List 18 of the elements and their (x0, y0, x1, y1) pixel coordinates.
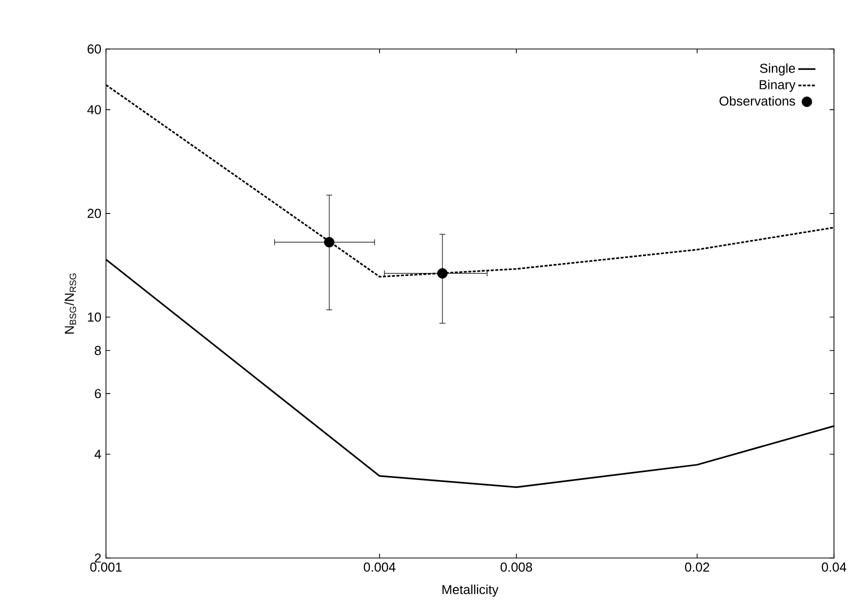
x-tick-label: 0.008 (500, 562, 532, 572)
y-tick-label: 10 (88, 312, 101, 322)
y-tick-label: 4 (94, 450, 102, 459)
x-axis-title: Metallicity (442, 584, 498, 597)
y-tick-label: 8 (94, 346, 101, 356)
x-tick-label: 0.001 (90, 562, 122, 572)
x-tick-label: 0.04 (822, 562, 846, 572)
legend-label: Observations (720, 96, 796, 106)
x-tick-label: 0.02 (685, 562, 710, 572)
y-tick-label: 60 (88, 44, 101, 54)
y-axis-title: N$_{BSG}$/N$_{RSG}$ (64, 274, 76, 334)
y-tick-label: 40 (87, 105, 101, 114)
x-tick-label: 0.004 (364, 562, 396, 572)
y-tick-label: 2 (94, 553, 101, 563)
legend-label: Single (760, 63, 795, 76)
y-tick-label: 6 (94, 388, 101, 398)
legend-label: Binary (760, 80, 796, 92)
y-tick-label: 20 (88, 208, 101, 218)
